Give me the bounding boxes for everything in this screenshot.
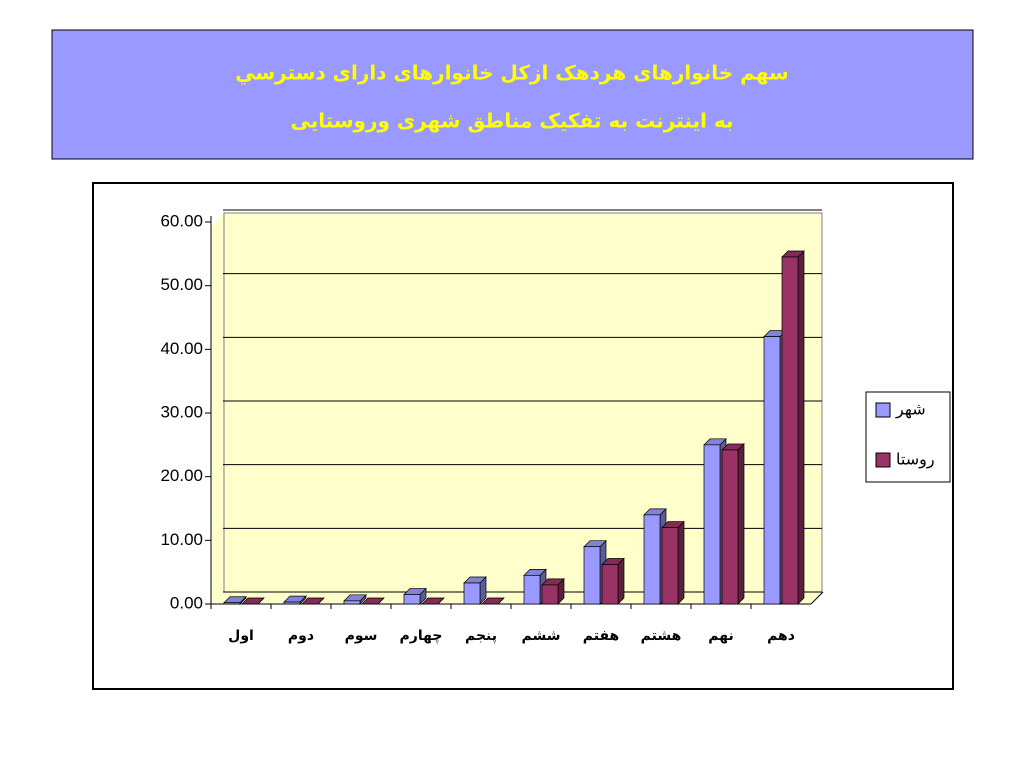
bar-top xyxy=(421,597,445,605)
chart-title: سهم خانوارهای هردهک ازکل خانوارهای دارای… xyxy=(235,61,788,86)
bar xyxy=(703,444,721,605)
bar xyxy=(781,256,799,605)
legend-swatch xyxy=(875,402,891,418)
y-tick-label: 30.00 xyxy=(160,402,203,421)
x-tick-label: ششم xyxy=(522,628,561,644)
x-axis-depth xyxy=(810,591,824,605)
bar xyxy=(643,514,661,605)
x-tick-label: چهارم xyxy=(400,628,443,644)
x-tick-label: نهم xyxy=(708,628,733,644)
bar-top xyxy=(361,597,385,605)
y-tick-label: 50.00 xyxy=(160,275,203,294)
legend-swatch xyxy=(875,452,891,468)
bar-side xyxy=(797,250,805,605)
y-tick-label: 20.00 xyxy=(160,466,203,485)
bar xyxy=(601,564,619,605)
bar-side xyxy=(617,557,625,605)
bar xyxy=(721,449,739,605)
bar xyxy=(223,602,241,605)
y-tick-label: 60.00 xyxy=(160,211,203,230)
chart-subtitle: به اینترنت به تفکیک مناطق شهری وروستایی xyxy=(290,109,733,133)
y-tick-label: 40.00 xyxy=(160,339,203,358)
y-tick-label: 10.00 xyxy=(160,530,203,549)
bar xyxy=(661,527,679,605)
x-tick-label: اول xyxy=(228,628,254,644)
x-tick-label: دوم xyxy=(288,628,314,644)
bar xyxy=(763,336,781,605)
bar xyxy=(403,594,421,605)
bar xyxy=(283,601,301,605)
x-tick-label: هشتم xyxy=(641,628,682,644)
legend-label: روستا xyxy=(896,450,935,470)
bar xyxy=(343,600,361,605)
x-tick-label: پنجم xyxy=(465,628,497,644)
x-tick-label: هفتم xyxy=(583,628,619,644)
bar-top xyxy=(301,597,325,605)
bar xyxy=(541,584,559,605)
bar xyxy=(583,546,601,605)
x-tick-label: سوم xyxy=(345,628,378,644)
plot-area xyxy=(211,213,822,604)
bar-top xyxy=(481,597,505,605)
bar xyxy=(523,574,541,605)
legend-label: شهر xyxy=(895,400,926,420)
bar-side xyxy=(677,520,685,605)
bar-top xyxy=(241,597,265,605)
x-tick-label: دهم xyxy=(767,628,795,644)
bar xyxy=(463,582,481,605)
y-tick-label: 0.00 xyxy=(170,593,203,612)
bar-side xyxy=(737,443,745,605)
title-box xyxy=(51,29,974,160)
